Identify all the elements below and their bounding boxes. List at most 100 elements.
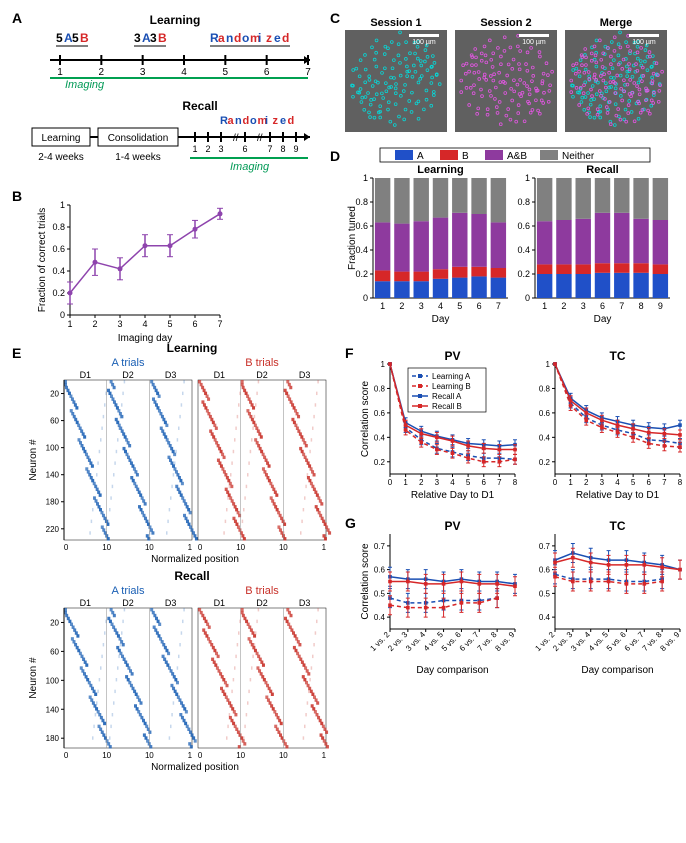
svg-text:0.4: 0.4 bbox=[52, 266, 65, 276]
svg-text:0.7: 0.7 bbox=[539, 542, 551, 551]
svg-text:D2: D2 bbox=[256, 598, 268, 608]
svg-text:0: 0 bbox=[283, 751, 288, 760]
panel-a-label: A bbox=[12, 10, 22, 26]
svg-text:D2: D2 bbox=[256, 370, 268, 380]
svg-text:3: 3 bbox=[134, 31, 141, 45]
svg-text:Learning A: Learning A bbox=[432, 372, 471, 381]
svg-text:0: 0 bbox=[525, 293, 530, 303]
panel-g: PV0.40.50.60.71 vs. 22 vs. 33 vs. 44 vs.… bbox=[360, 518, 686, 698]
svg-text:Recall A: Recall A bbox=[432, 392, 462, 401]
svg-text:D3: D3 bbox=[165, 370, 177, 380]
svg-text:1: 1 bbox=[60, 200, 65, 210]
svg-text:d: d bbox=[243, 115, 250, 127]
svg-text:Correlation score: Correlation score bbox=[360, 380, 371, 457]
svg-text:e: e bbox=[274, 31, 281, 45]
svg-text:6: 6 bbox=[477, 301, 482, 311]
svg-text:0.2: 0.2 bbox=[517, 269, 530, 279]
svg-text:1: 1 bbox=[236, 543, 241, 552]
panel-b-chart: 00.20.40.60.811234567Imaging dayFraction… bbox=[35, 195, 205, 335]
panel-d-label: D bbox=[330, 148, 340, 164]
svg-text:5: 5 bbox=[466, 478, 471, 487]
panel-b-label: B bbox=[12, 188, 22, 204]
svg-text:0: 0 bbox=[283, 543, 288, 552]
svg-text:Neuron #: Neuron # bbox=[28, 439, 39, 481]
svg-text:0.6: 0.6 bbox=[539, 566, 551, 575]
svg-text:d: d bbox=[282, 31, 289, 45]
svg-text:1: 1 bbox=[363, 173, 368, 183]
svg-text:0.4: 0.4 bbox=[539, 613, 551, 622]
svg-text:2: 2 bbox=[205, 144, 210, 154]
svg-text:B: B bbox=[158, 31, 167, 45]
svg-text:0.2: 0.2 bbox=[539, 458, 551, 467]
svg-text:0.8: 0.8 bbox=[355, 197, 368, 207]
svg-text:1: 1 bbox=[236, 751, 241, 760]
svg-text:8: 8 bbox=[513, 478, 518, 487]
svg-text:0.7: 0.7 bbox=[374, 542, 386, 551]
svg-text:5: 5 bbox=[457, 301, 462, 311]
svg-text:D1: D1 bbox=[80, 370, 92, 380]
svg-text:4: 4 bbox=[615, 478, 620, 487]
svg-text:Session 2: Session 2 bbox=[480, 17, 531, 29]
svg-text:3: 3 bbox=[218, 144, 223, 154]
svg-text:8: 8 bbox=[280, 144, 285, 154]
svg-text:0.4: 0.4 bbox=[374, 433, 386, 442]
svg-text:180: 180 bbox=[46, 734, 60, 743]
svg-text:0: 0 bbox=[149, 543, 154, 552]
svg-text:0.8: 0.8 bbox=[52, 222, 65, 232]
svg-text:6: 6 bbox=[647, 478, 652, 487]
svg-text:0: 0 bbox=[241, 543, 246, 552]
svg-text:o: o bbox=[242, 31, 249, 45]
svg-text:n: n bbox=[226, 31, 233, 45]
svg-text:PV: PV bbox=[444, 349, 460, 363]
svg-text:140: 140 bbox=[46, 705, 60, 714]
svg-text:0: 0 bbox=[107, 751, 112, 760]
svg-text:D3: D3 bbox=[299, 598, 311, 608]
svg-text:7: 7 bbox=[217, 319, 222, 329]
svg-text:20: 20 bbox=[50, 390, 59, 399]
svg-text:Fraction of correct trials: Fraction of correct trials bbox=[37, 208, 48, 312]
svg-text:100: 100 bbox=[46, 676, 60, 685]
svg-text:1: 1 bbox=[322, 543, 327, 552]
svg-text:o: o bbox=[250, 115, 257, 127]
svg-text:i: i bbox=[258, 31, 261, 45]
svg-text:9: 9 bbox=[658, 301, 663, 311]
svg-text:2: 2 bbox=[99, 67, 105, 78]
svg-text:Learning B: Learning B bbox=[432, 382, 471, 391]
svg-text:0: 0 bbox=[198, 543, 203, 552]
svg-text:B: B bbox=[80, 31, 89, 45]
learning-title: Learning bbox=[150, 13, 201, 27]
svg-text:D1: D1 bbox=[214, 598, 226, 608]
svg-text:d: d bbox=[234, 31, 241, 45]
svg-text:2: 2 bbox=[419, 478, 424, 487]
svg-text:B trials: B trials bbox=[245, 585, 279, 597]
svg-text:1: 1 bbox=[192, 144, 197, 154]
svg-text:Day: Day bbox=[594, 314, 612, 325]
svg-text:8 vs. 9: 8 vs. 9 bbox=[658, 630, 681, 653]
svg-text:i: i bbox=[265, 115, 268, 127]
svg-text:d: d bbox=[288, 115, 295, 127]
svg-text:0: 0 bbox=[553, 478, 558, 487]
svg-text:B: B bbox=[462, 151, 469, 162]
svg-text:Relative Day to D1: Relative Day to D1 bbox=[576, 490, 660, 501]
svg-text:0.8: 0.8 bbox=[374, 384, 386, 393]
svg-text:A trials: A trials bbox=[111, 357, 145, 369]
recall-title-a: Recall bbox=[182, 99, 217, 113]
imaging-label-1: Imaging bbox=[65, 79, 105, 91]
panel-g-label: G bbox=[345, 515, 356, 531]
svg-text:Day comparison: Day comparison bbox=[581, 665, 653, 676]
svg-text:1: 1 bbox=[145, 543, 150, 552]
svg-text:4: 4 bbox=[181, 67, 187, 78]
svg-text:4: 4 bbox=[142, 319, 147, 329]
svg-text:1: 1 bbox=[403, 478, 408, 487]
svg-text:100 µm: 100 µm bbox=[522, 39, 546, 46]
svg-text:0: 0 bbox=[363, 293, 368, 303]
svg-text:6: 6 bbox=[242, 144, 247, 154]
svg-text:0.8: 0.8 bbox=[539, 384, 551, 393]
svg-text:D3: D3 bbox=[165, 598, 177, 608]
svg-text:2-4 weeks: 2-4 weeks bbox=[38, 152, 84, 163]
svg-text:Recall B: Recall B bbox=[432, 402, 462, 411]
svg-text:0.6: 0.6 bbox=[374, 566, 386, 575]
panel-a-svg: Learning 5A5B3A3BRandomized 1234567 Imag… bbox=[30, 10, 320, 180]
svg-text:1: 1 bbox=[188, 751, 193, 760]
svg-text:9: 9 bbox=[293, 144, 298, 154]
